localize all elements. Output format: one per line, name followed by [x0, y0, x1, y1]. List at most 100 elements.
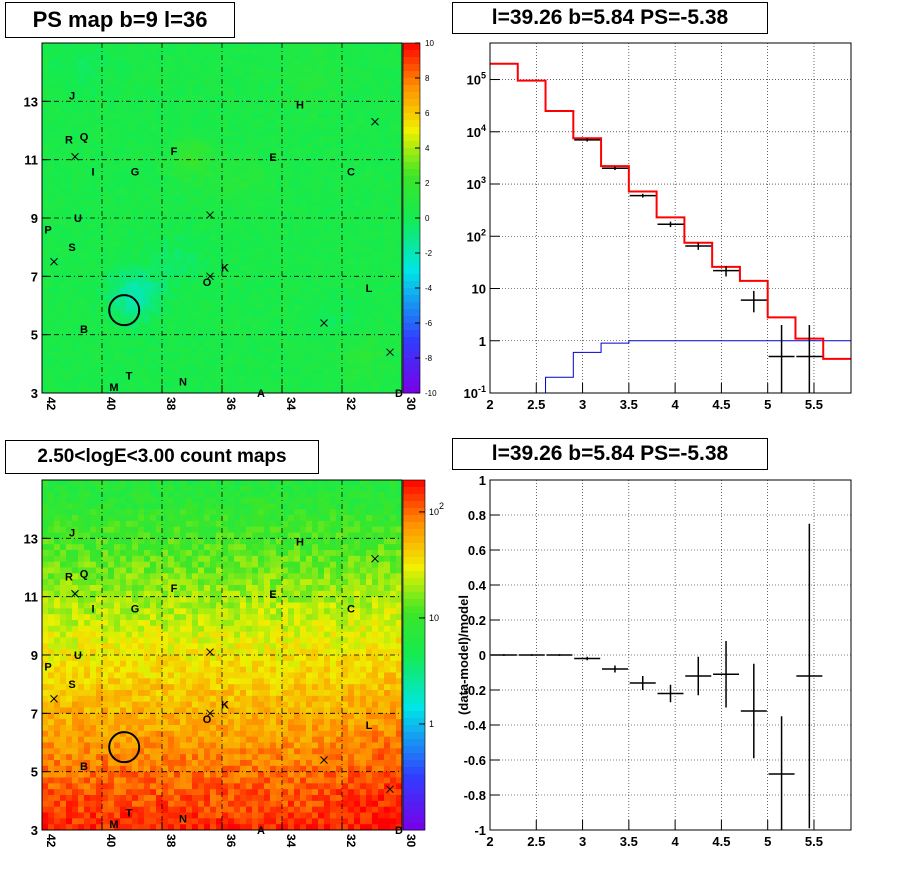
ps-map-cell [318, 89, 325, 96]
ps-map-cell [276, 72, 283, 79]
ps-map-cell [60, 253, 67, 260]
count-map-cell [84, 544, 91, 551]
ps-map-cell [372, 288, 379, 295]
ps-map-cell [240, 148, 247, 155]
ps-map-cell [264, 235, 271, 242]
ps-map-cell [162, 101, 169, 108]
ps-map-cell [138, 78, 145, 85]
ps-map-cell [228, 340, 235, 347]
ps-map-cell [96, 352, 103, 359]
ps-map-cell [366, 194, 373, 201]
count-map-cell [48, 783, 55, 790]
ps-map-cell [246, 171, 253, 178]
count-map-cell [96, 538, 103, 545]
ps-map-cell [234, 72, 241, 79]
count-map-cell [66, 602, 73, 609]
ps-map-cell [42, 270, 49, 277]
ps-map-cell [210, 363, 217, 371]
ps-map-cell [138, 334, 145, 341]
count-map-cell [120, 678, 127, 685]
ps-map-cell [390, 311, 397, 318]
ps-map-cell [342, 89, 349, 96]
ps-map-cell [270, 124, 277, 131]
count-map-cell [48, 590, 55, 598]
ps-map-cell [180, 60, 187, 67]
ps-map-colorbar-cell [403, 358, 420, 366]
count-map-cell [72, 643, 79, 650]
count-map-cell [66, 497, 73, 504]
count-map-cell [120, 812, 127, 819]
ps-map-cell [288, 328, 295, 336]
count-map-cell [60, 631, 67, 638]
ps-map-cell [222, 72, 229, 79]
ps-map-cell [90, 148, 97, 155]
ps-map-cell [264, 43, 271, 50]
ps-map-cell [48, 299, 55, 306]
count-map-cell [66, 719, 73, 726]
ps-map-cell [210, 142, 217, 149]
ps-map-cell [126, 83, 133, 91]
ps-map-cell [174, 212, 181, 219]
count-map-cell [78, 620, 85, 627]
ps-map-cell [126, 235, 133, 242]
ps-map-cell [222, 159, 229, 166]
ps-map-cell [126, 369, 133, 376]
ps-map-cell [48, 136, 55, 143]
ps-map-cell [210, 305, 217, 312]
count-map-cell [150, 585, 157, 592]
ps-map-cell [216, 282, 223, 289]
ps-map-cell [174, 352, 181, 359]
ps-map-colorbar-cell [403, 246, 420, 254]
ps-map-cell [66, 264, 73, 271]
ps-map-cell [90, 235, 97, 242]
ps-map-cell [108, 334, 115, 341]
ps-map-cell [90, 363, 97, 371]
ps-map-cell [42, 165, 49, 172]
ps-map-cell [318, 118, 325, 126]
ps-map-cell [150, 206, 157, 213]
ps-map-cell [366, 183, 373, 190]
ps-map-cell [276, 107, 283, 114]
ps-map-cell [390, 165, 397, 172]
count-map-cell [60, 579, 67, 586]
count-map-cell [150, 555, 157, 563]
ps-map-cell [264, 363, 271, 371]
ps-map-cell [60, 247, 67, 254]
count-map-cell [72, 695, 79, 703]
ps-map-colorbar-cell [403, 337, 420, 345]
ps-map-cell [90, 124, 97, 131]
ps-map-cell [144, 352, 151, 359]
count-map-cell [42, 579, 49, 586]
ps-map-cell [216, 43, 223, 50]
ps-map-cell [234, 258, 241, 266]
count-map-cell [78, 567, 85, 574]
ps-map-cell [150, 387, 157, 394]
ps-map-cell [330, 212, 337, 219]
ps-map-ytick-label: 13 [24, 94, 38, 109]
ps-map-cell [240, 218, 247, 225]
ps-map-cell [354, 387, 361, 394]
count-map-cell [126, 818, 133, 825]
ps-map-cell [312, 153, 319, 161]
ps-map-cell [252, 148, 259, 155]
ps-map-cell [48, 352, 55, 359]
ps-map-cell [102, 264, 109, 271]
ps-map-cell [348, 188, 355, 196]
ps-map-cell [324, 72, 331, 79]
ps-map-cell [120, 282, 127, 289]
ps-map-cell [180, 270, 187, 277]
count-map-cell [162, 555, 169, 563]
count-map-cell [120, 777, 127, 784]
ps-map-cell [108, 107, 115, 114]
ps-map-cell [378, 381, 385, 388]
ps-map-cell [378, 340, 385, 347]
ps-map-cell [372, 311, 379, 318]
count-map-cell [138, 585, 145, 592]
ps-map-cell [138, 288, 145, 295]
ps-map-cell [132, 206, 139, 213]
ps-map-cell [270, 352, 277, 359]
count-map-cell [96, 771, 103, 778]
count-map-cell [54, 567, 61, 574]
ps-map-cell [132, 328, 139, 336]
